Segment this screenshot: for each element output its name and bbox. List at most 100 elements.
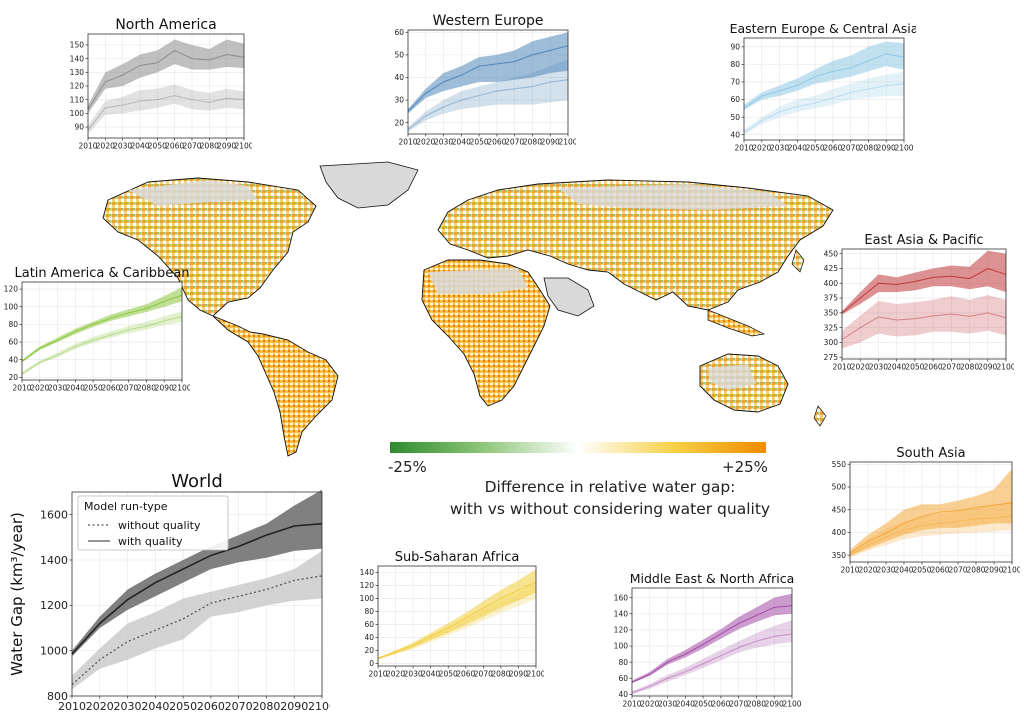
x-tick-label: 2090 (217, 142, 236, 151)
y-tick-label: 325 (824, 323, 839, 332)
y-tick-label: 500 (832, 483, 847, 492)
x-tick-label: 2060 (924, 363, 943, 372)
y-tick-label: 40 (618, 690, 628, 699)
africa-land (421, 259, 551, 407)
y-tick-label: 30 (394, 96, 404, 105)
x-tick-label: 2030 (770, 144, 789, 153)
x-tick-label: 2060 (823, 144, 842, 153)
x-tick-label: 2010 (368, 670, 387, 679)
central-south-america-land (212, 315, 339, 457)
y-tick-label: 140 (360, 568, 375, 577)
y-tick-label: 110 (70, 95, 85, 104)
line-with-quality (377, 581, 537, 659)
y-tick-label: 0 (369, 659, 374, 668)
x-tick-label: 2030 (658, 700, 677, 709)
band-with-quality (88, 39, 244, 114)
x-tick-label: 2060 (456, 670, 475, 679)
legend-label-without: without quality (118, 519, 201, 532)
line-without-quality (87, 95, 245, 131)
x-tick-label: 2090 (765, 700, 784, 709)
x-tick-label: 2080 (747, 700, 766, 709)
x-tick-label: 2070 (474, 670, 493, 679)
x-tick-label: 2050 (439, 670, 458, 679)
band-without-quality (88, 84, 244, 134)
x-tick-label: 2090 (509, 670, 528, 679)
x-tick-label: 2100 (558, 138, 576, 147)
x-tick-label: 2030 (404, 670, 423, 679)
x-tick-label: 2100 (894, 144, 913, 153)
x-tick-label: 2080 (960, 363, 979, 372)
x-tick-label: 2050 (694, 700, 713, 709)
y-tick-label: 450 (824, 249, 839, 258)
x-tick-label: 2040 (676, 700, 695, 709)
line-without-quality (743, 83, 905, 134)
line-without-quality (377, 591, 537, 660)
x-tick-label: 2070 (182, 142, 201, 151)
x-tick-label: 2010 (622, 700, 641, 709)
y-tick-label: 120 (360, 581, 375, 590)
line-with-quality (841, 267, 1007, 314)
x-tick-label: 2090 (155, 384, 174, 393)
x-tick-label: 2070 (505, 138, 524, 147)
y-tick-label: 120 (614, 626, 629, 635)
y-tick-label: 50 (394, 50, 404, 59)
chart-eastern-europe-central-asia: 2010202020302040205020602070208020902100… (730, 22, 916, 153)
y-tick-label: 100 (4, 302, 19, 311)
x-tick-label: 2020 (416, 138, 435, 147)
y-tick-label: 60 (618, 674, 628, 683)
x-tick-label: 2010 (840, 566, 859, 575)
line-with-quality (849, 502, 1013, 554)
legend-title: Model run-type (84, 500, 168, 513)
chart-title: World (171, 471, 223, 492)
y-tick-label: 140 (70, 54, 85, 63)
x-tick-label: 2080 (137, 384, 156, 393)
y-tick-label: 550 (832, 460, 847, 469)
y-tick-label: 375 (824, 294, 839, 303)
x-tick-label: 2070 (948, 566, 967, 575)
x-tick-label: 2040 (894, 566, 913, 575)
axes-frame (407, 29, 569, 135)
x-tick-label: 2010 (832, 363, 851, 372)
axes-frame (743, 37, 905, 141)
x-tick-label: 2090 (877, 144, 896, 153)
y-tick-label: 300 (824, 338, 839, 347)
y-tick-label: 20 (364, 646, 374, 655)
chart-title: Middle East & North Africa (630, 571, 795, 586)
x-tick-label: 2080 (200, 142, 219, 151)
colorbar (390, 442, 766, 453)
line-without-quality (407, 79, 569, 130)
x-tick-label: 2070 (119, 384, 138, 393)
x-tick-label: 2060 (101, 384, 120, 393)
line-with-quality (631, 605, 793, 683)
y-tick-label: 1200 (40, 599, 68, 612)
x-tick-label: 2050 (169, 700, 197, 713)
y-tick-label: 60 (8, 338, 18, 347)
australia-land (699, 353, 789, 413)
x-tick-label: 2020 (386, 670, 405, 679)
x-tick-label: 2100 (1002, 566, 1020, 575)
axes-frame (21, 281, 183, 381)
y-tick-label: 60 (364, 620, 374, 629)
world-map (102, 161, 834, 457)
x-tick-label: 2040 (66, 384, 85, 393)
x-tick-label: 2070 (841, 144, 860, 153)
y-tick-label: 20 (8, 373, 18, 382)
arabia-land (543, 277, 595, 317)
greenland (319, 161, 419, 209)
x-tick-label: 2040 (452, 138, 471, 147)
x-tick-label: 2050 (148, 142, 167, 151)
x-tick-label: 2050 (470, 138, 489, 147)
x-tick-label: 2030 (434, 138, 453, 147)
y-tick-label: 150 (70, 41, 85, 50)
colorbar-title-line1: Difference in relative water gap: (484, 478, 736, 496)
x-tick-label: 2100 (234, 142, 252, 151)
y-tick-label: 400 (824, 279, 839, 288)
chart-title: North America (115, 17, 216, 33)
x-tick-label: 2100 (526, 670, 544, 679)
x-tick-label: 2010 (58, 700, 86, 713)
band-without-quality (842, 295, 1006, 349)
chart-title: East Asia & Pacific (864, 233, 983, 248)
y-tick-label: 50 (730, 113, 740, 122)
x-tick-label: 2020 (96, 142, 115, 151)
x-tick-label: 2080 (252, 700, 280, 713)
